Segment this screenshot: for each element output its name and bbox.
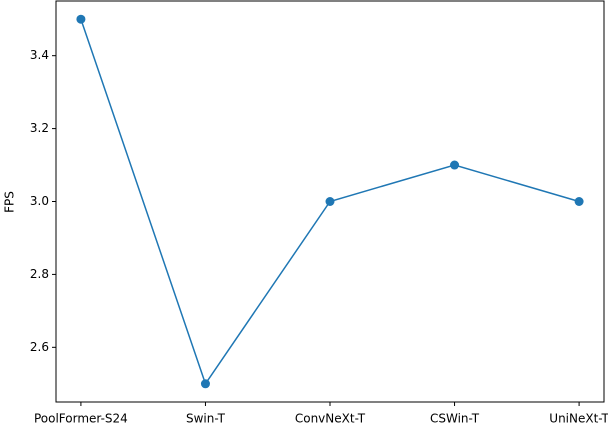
x-tick-label: PoolFormer-S24 [34, 412, 128, 426]
y-tick-label: 3.0 [30, 194, 49, 208]
data-point [574, 197, 584, 206]
data-point [325, 197, 335, 206]
data-point [450, 160, 460, 170]
data-point [200, 379, 210, 389]
x-tick-label: ConvNeXt-T [295, 412, 366, 426]
x-tick-label: Swin-T [186, 412, 226, 426]
y-tick-label: 3.4 [30, 48, 49, 62]
y-tick-label: 2.8 [30, 267, 49, 281]
y-axis-label: FPS [3, 191, 17, 213]
y-tick-label: 2.6 [30, 340, 49, 354]
x-tick-label: UniNeXt-T [549, 412, 608, 426]
x-tick-label: CSWin-T [430, 412, 480, 426]
y-tick-label: 3.2 [30, 121, 49, 135]
data-point [76, 14, 86, 24]
